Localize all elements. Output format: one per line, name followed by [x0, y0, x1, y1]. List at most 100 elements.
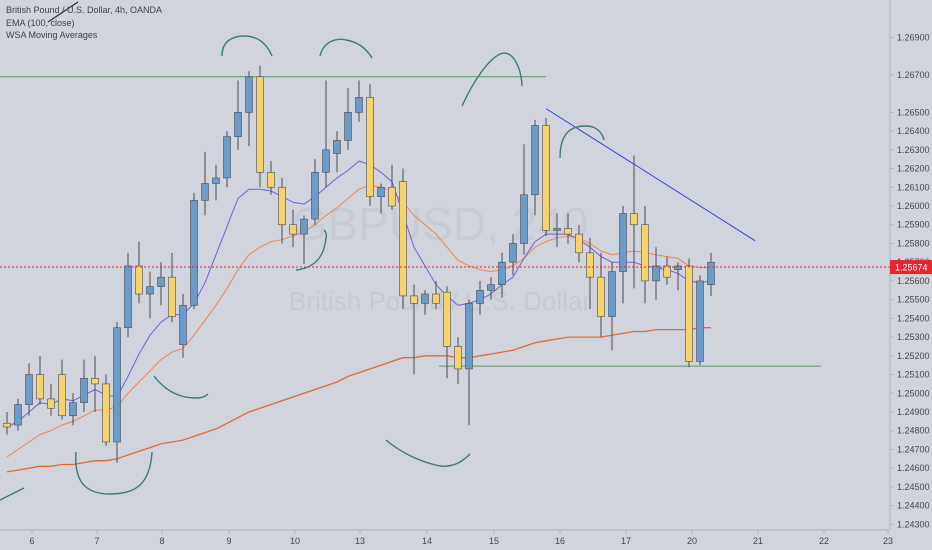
candle[interactable] — [168, 252, 176, 323]
time-axis: 6 7 8 9 10 13 14 15 16 17 20 21 22 23 — [0, 529, 893, 546]
last-price-label: 1.25674 — [895, 263, 928, 273]
x-tick-label: 17 — [621, 536, 631, 546]
candle[interactable] — [432, 280, 440, 310]
candle[interactable] — [289, 209, 297, 248]
candle[interactable] — [157, 262, 165, 306]
candle-body — [179, 304, 187, 345]
candle[interactable] — [575, 224, 583, 263]
last-price-tag — [890, 260, 932, 275]
legend-ema[interactable]: EMA (100, close) — [6, 17, 75, 28]
candle[interactable] — [190, 192, 198, 310]
candle[interactable] — [399, 168, 407, 310]
legend-symbol[interactable]: British Pound / U.S. Dollar, 4h, OANDA — [6, 5, 163, 15]
candle[interactable] — [300, 215, 308, 265]
candle-body — [14, 404, 22, 426]
candle[interactable] — [25, 363, 33, 416]
candle[interactable] — [47, 383, 55, 416]
candle[interactable] — [179, 294, 187, 358]
y-tick-label: 1.25400 — [897, 313, 930, 323]
candle[interactable] — [707, 252, 715, 296]
candle[interactable] — [553, 213, 561, 248]
x-tick-label: 14 — [422, 536, 432, 546]
candle[interactable] — [146, 271, 154, 319]
candle[interactable] — [344, 88, 352, 150]
candle[interactable] — [322, 80, 330, 188]
candle[interactable] — [421, 290, 429, 315]
candle[interactable] — [102, 374, 110, 446]
candle-body — [630, 213, 638, 226]
y-tick-label: 1.25600 — [897, 276, 930, 286]
candle[interactable] — [663, 256, 671, 285]
candle[interactable] — [201, 151, 209, 216]
candle-body — [278, 186, 286, 226]
candle[interactable] — [234, 80, 242, 150]
candle[interactable] — [135, 241, 143, 304]
candle-body — [300, 218, 308, 235]
y-tick-label: 1.25200 — [897, 351, 930, 361]
legend-wsa[interactable]: WSA Moving Averages — [6, 30, 98, 40]
candle[interactable] — [278, 177, 286, 244]
candle[interactable] — [212, 164, 220, 201]
candle[interactable] — [388, 164, 396, 210]
candle[interactable] — [564, 213, 572, 244]
candle[interactable] — [14, 398, 22, 431]
candle[interactable] — [509, 234, 517, 276]
candle[interactable] — [3, 412, 11, 435]
candle[interactable] — [58, 359, 66, 420]
ema-slow-line — [6, 327, 711, 473]
y-tick-label: 1.25000 — [897, 388, 930, 398]
candle[interactable] — [586, 237, 594, 310]
candle[interactable] — [531, 119, 539, 216]
candle[interactable] — [443, 286, 451, 379]
candle[interactable] — [465, 299, 473, 426]
candle[interactable] — [80, 359, 88, 413]
candle[interactable] — [333, 131, 341, 173]
candle[interactable] — [608, 262, 616, 351]
candle-body — [586, 252, 594, 278]
candle[interactable] — [619, 206, 627, 304]
candle[interactable] — [487, 277, 495, 300]
candle[interactable] — [256, 65, 264, 188]
candle[interactable] — [685, 258, 693, 368]
candle-body — [25, 374, 33, 405]
candle-body — [454, 346, 462, 370]
candle-body — [91, 378, 99, 385]
annotation-arc — [221, 35, 273, 57]
candle-body — [597, 276, 605, 317]
candle[interactable] — [476, 280, 484, 315]
candle[interactable] — [69, 393, 77, 426]
trendline — [545, 108, 756, 242]
candle-body — [520, 194, 528, 244]
candle[interactable] — [641, 206, 649, 304]
candle[interactable] — [311, 159, 319, 225]
watermark: GBPUSD, 240 British Pound / U.S. Dollar — [289, 198, 591, 316]
candle[interactable] — [520, 144, 528, 255]
y-tick-label: 1.25100 — [897, 370, 930, 380]
candle[interactable] — [630, 155, 638, 289]
candle-body — [344, 112, 352, 141]
candle[interactable] — [355, 80, 363, 122]
y-tick-label: 1.25300 — [897, 332, 930, 342]
candle[interactable] — [267, 161, 275, 195]
y-tick-label: 1.24300 — [897, 519, 930, 529]
candle[interactable] — [91, 355, 99, 413]
candle-body — [157, 276, 165, 287]
candle[interactable] — [454, 337, 462, 384]
y-tick-label: 1.25900 — [897, 220, 930, 230]
candle[interactable] — [542, 117, 550, 236]
candle[interactable] — [366, 84, 374, 207]
candle[interactable] — [245, 71, 253, 147]
candle[interactable] — [223, 131, 231, 188]
candle[interactable] — [377, 183, 385, 214]
candle[interactable] — [36, 355, 44, 405]
candle[interactable] — [113, 322, 121, 463]
candle-body — [289, 224, 297, 235]
candle-body — [201, 183, 209, 201]
candle[interactable] — [696, 275, 704, 366]
candle[interactable] — [652, 247, 660, 300]
candle[interactable] — [410, 284, 418, 375]
annotation-arc — [0, 487, 25, 501]
candle[interactable] — [498, 252, 506, 298]
